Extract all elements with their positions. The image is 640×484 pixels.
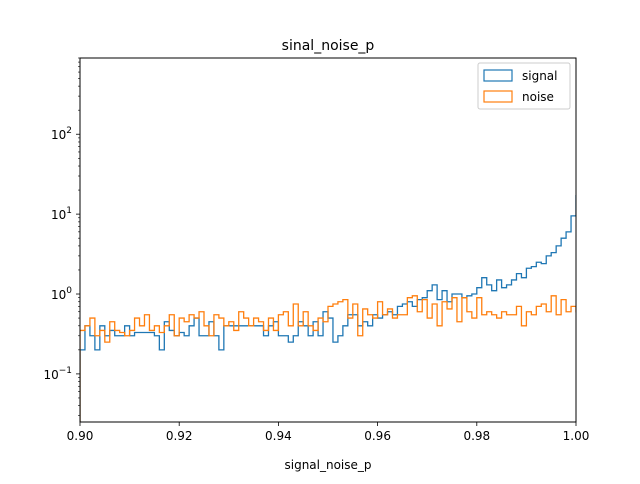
x-tick-label: 1.00 [563,429,590,443]
series-step-noise [80,295,576,422]
y-tick-label: 100 [51,286,72,302]
legend-label-noise: noise [522,90,554,104]
x-tick-label: 0.96 [364,429,391,443]
legend-label-signal: signal [522,69,558,83]
legend-box [477,62,571,110]
y-tick-label: 102 [51,126,72,142]
x-tick-label: 0.90 [67,429,94,443]
plot-area [80,195,576,422]
series-step-signal [80,195,576,422]
y-tick-label: 101 [51,206,72,222]
legend-swatch-noise [483,90,513,103]
legend-swatch-signal [483,69,513,82]
legend: signal noise [477,62,571,110]
x-axis-label: signal_noise_p [284,458,371,472]
chart-title: sinal_noise_p [282,38,375,54]
axes-frame [79,57,577,423]
y-tick-label: 10−1 [43,366,72,382]
x-tick-label: 0.94 [265,429,292,443]
x-tick-label: 0.92 [166,429,193,443]
x-tick-label: 0.98 [463,429,490,443]
axes: 0.90 0.92 0.94 0.96 0.98 1.00 10−1 100 101 102 [43,57,590,443]
